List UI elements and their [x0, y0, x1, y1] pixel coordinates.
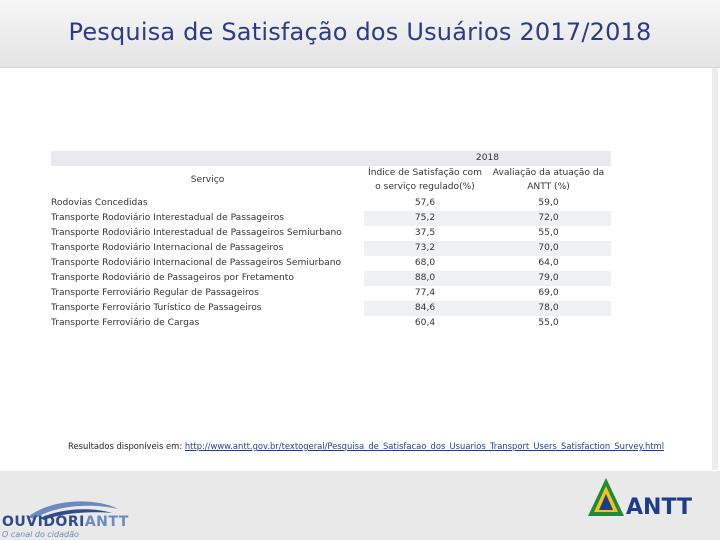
evaluation-header: Avaliação da atuação da ANTT (%) [492, 168, 605, 192]
service-cell: Transporte Rodoviário Interestadual de P… [51, 228, 342, 238]
evaluation-cell: 59,0 [538, 198, 559, 208]
table-body: Rodovias Concedidas 57,6 59,0 Transporte Ro… [51, 196, 611, 331]
index-cell: 84,6 [364, 301, 486, 316]
ouvidoria-tagline: O canal do cidadão [2, 530, 79, 539]
antt-logo-icon: ANTT [588, 478, 692, 520]
index-cell: 37,5 [414, 228, 436, 238]
index-cell: 68,0 [414, 258, 436, 268]
evaluation-cell: 70,0 [486, 241, 611, 256]
table-row: Transporte Ferroviário Turístico de Pass… [51, 301, 611, 316]
slide-header: Pesquisa de Satisfação dos Usuários 2017… [0, 0, 720, 68]
service-cell: Transporte Rodoviário Internacional de P… [51, 258, 342, 268]
service-cell: Rodovias Concedidas [51, 198, 148, 208]
table-row: Rodovias Concedidas 57,6 59,0 [51, 196, 611, 211]
evaluation-cell: 69,0 [538, 288, 559, 298]
table-corner-cell [51, 151, 364, 166]
ouvidoria-swoosh-icon [28, 501, 118, 520]
satisfaction-table: 2018 Serviço Índice de Satisfação com o … [51, 151, 611, 331]
index-header: Índice de Satisfação com o serviço regul… [368, 168, 482, 192]
table-row: Transporte Rodoviário de Passageiros por… [51, 271, 611, 286]
evaluation-cell: 79,0 [486, 271, 611, 286]
results-note: Resultados disponíveis em: http://www.an… [68, 441, 664, 451]
index-cell: 60,4 [414, 318, 436, 328]
index-cell: 77,4 [414, 288, 436, 298]
content-panel [0, 68, 718, 470]
evaluation-cell: 55,0 [538, 228, 559, 238]
results-link[interactable]: http://www.antt.gov.br/textogeral/Pesqui… [184, 441, 665, 451]
ouvidoria-logo: OUVIDORIANTT [2, 514, 129, 530]
table-year-row: 2018 [51, 151, 611, 166]
table-row: Transporte Rodoviário Internacional de P… [51, 256, 611, 271]
index-cell: 57,6 [414, 198, 436, 208]
index-cell: 75,2 [364, 211, 486, 226]
table-header-row: Serviço Índice de Satisfação com o servi… [51, 166, 611, 196]
service-cell: Transporte Rodoviário Interestadual de P… [51, 213, 284, 223]
page-title: Pesquisa de Satisfação dos Usuários 2017… [68, 18, 652, 46]
service-header: Serviço [51, 166, 364, 196]
table-row: Transporte Ferroviário de Cargas 60,4 55,0 [51, 316, 611, 331]
service-cell: Transporte Ferroviário Regular de Passag… [51, 288, 259, 298]
table-row: Transporte Rodoviário Internacional de P… [51, 241, 611, 256]
index-cell: 88,0 [364, 271, 486, 286]
index-cell: 73,2 [364, 241, 486, 256]
evaluation-cell: 78,0 [486, 301, 611, 316]
service-cell: Transporte Rodoviário Internacional de P… [51, 243, 284, 253]
table-row: Transporte Ferroviário Regular de Passag… [51, 286, 611, 301]
service-cell: Transporte Ferroviário de Cargas [51, 318, 200, 328]
evaluation-cell: 55,0 [538, 318, 559, 328]
service-cell: Transporte Ferroviário Turístico de Pass… [51, 303, 262, 313]
evaluation-cell: 64,0 [538, 258, 559, 268]
results-label: Resultados disponíveis em: [68, 441, 185, 451]
year-header: 2018 [364, 151, 611, 166]
evaluation-cell: 72,0 [486, 211, 611, 226]
service-cell: Transporte Rodoviário de Passageiros por… [51, 273, 294, 283]
antt-logo-text: ANTT [626, 495, 692, 520]
table-row: Transporte Rodoviário Interestadual de P… [51, 211, 611, 226]
table-row: Transporte Rodoviário Interestadual de P… [51, 226, 611, 241]
